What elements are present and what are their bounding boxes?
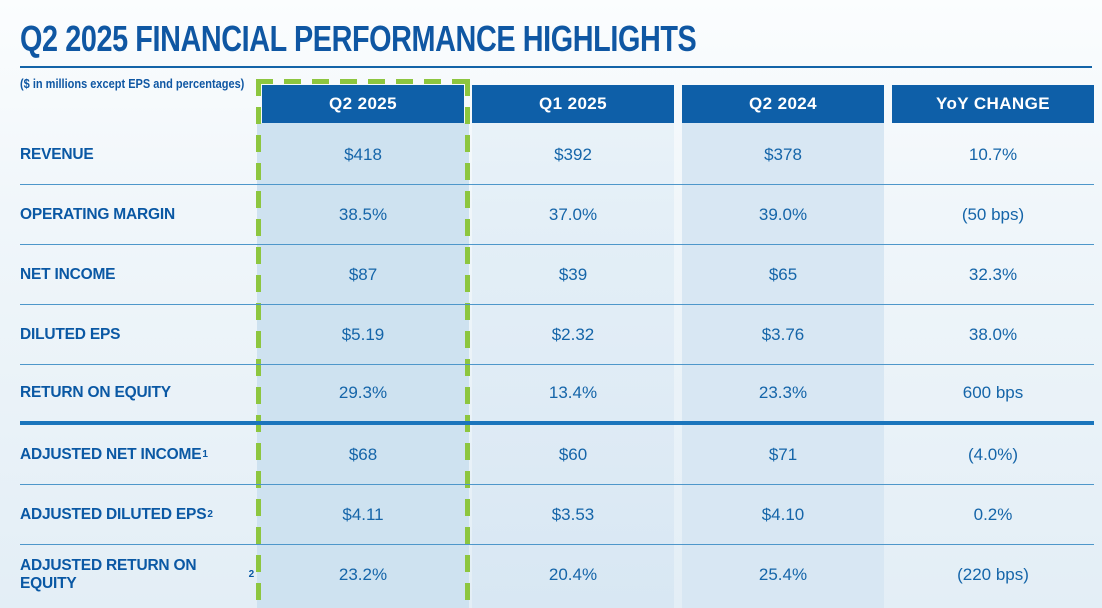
footnote-marker: 1: [202, 448, 208, 460]
cell-yoy-change: 600 bps: [962, 383, 1024, 402]
cell-yoy-change: 0.2%: [973, 504, 1013, 524]
row-label: NET INCOME: [20, 245, 254, 304]
cell-q2-2025: 23.2%: [338, 565, 388, 584]
table-row-adjusted-net-income: ADJUSTED NET INCOME 1 $68 $60 $71 (4.0%): [20, 425, 1094, 485]
q2-2025-column-tint: [257, 123, 469, 608]
cell-q1-2025: 13.4%: [548, 383, 598, 402]
row-label-text: DILUTED EPS: [20, 325, 121, 343]
footnote-marker: 2: [207, 508, 213, 520]
cell-q1-2025: 37.0%: [548, 204, 598, 224]
cell-q2-2025: $87: [348, 264, 378, 284]
cell-q1-2025: $39: [558, 264, 588, 284]
cell-q2-2024: 39.0%: [758, 204, 808, 224]
row-label: RETURN ON EQUITY: [20, 365, 254, 421]
cell-yoy-change: (50 bps): [961, 204, 1025, 224]
q2-2024-column-tint: [682, 123, 884, 608]
row-label-text: RETURN ON EQUITY: [20, 384, 171, 401]
row-label: ADJUSTED RETURN ON EQUITY 2: [20, 545, 254, 605]
q1-2025-column-tint: [472, 123, 674, 608]
cell-q1-2025: $3.53: [551, 504, 595, 524]
row-label: OPERATING MARGIN: [20, 185, 254, 244]
cell-q2-2024: $378: [764, 144, 802, 164]
cell-yoy-change: 38.0%: [968, 324, 1018, 344]
page-title: Q2 2025 FINANCIAL PERFORMANCE HIGHLIGHTS: [20, 18, 697, 59]
table-row-adjusted-return-on-equity: ADJUSTED RETURN ON EQUITY 2 23.2% 20.4% 2…: [20, 545, 1094, 605]
row-label-text: NET INCOME: [20, 265, 116, 283]
title-underline: [20, 66, 1092, 68]
cell-q2-2025: $68: [348, 444, 378, 464]
cell-q2-2025: $4.11: [342, 504, 384, 524]
header-q2-2025: Q2 2025: [262, 85, 464, 123]
cell-q2-2024: $4.10: [761, 504, 805, 524]
header-spacer: [20, 85, 254, 123]
row-label: DILUTED EPS: [20, 305, 254, 364]
highlight-dash-top: [256, 79, 470, 84]
cell-q2-2025: $5.19: [341, 324, 385, 344]
cell-q1-2025: $2.32: [551, 324, 595, 344]
cell-q1-2025: $392: [554, 144, 592, 164]
header-yoy-change: YoY CHANGE: [892, 85, 1094, 123]
row-label-text: OPERATING MARGIN: [20, 205, 175, 223]
cell-yoy-change: 10.7%: [968, 144, 1018, 164]
table-row-revenue: REVENUE $418 $392 $378 10.7%: [20, 125, 1094, 185]
table-row-adjusted-diluted-eps: ADJUSTED DILUTED EPS 2 $4.11 $3.53 $4.10 …: [20, 485, 1094, 545]
units-note: ($ in millions except EPS and percentage…: [20, 77, 245, 91]
row-label: ADJUSTED DILUTED EPS 2: [20, 485, 254, 544]
cell-q2-2024: 23.3%: [758, 383, 808, 402]
cell-q1-2025: $60: [558, 444, 588, 464]
table-row-net-income: NET INCOME $87 $39 $65 32.3%: [20, 245, 1094, 305]
cell-q2-2024: 25.4%: [758, 565, 808, 584]
cell-q2-2024: $65: [768, 264, 798, 284]
table-row-return-on-equity: RETURN ON EQUITY 29.3% 13.4% 23.3% 600 b…: [20, 365, 1094, 425]
table-row-diluted-eps: DILUTED EPS $5.19 $2.32 $3.76 38.0%: [20, 305, 1094, 365]
cell-q2-2025: $418: [344, 144, 382, 164]
cell-yoy-change: (4.0%): [967, 444, 1019, 464]
header-q1-2025: Q1 2025: [472, 85, 674, 123]
table-row-operating-margin: OPERATING MARGIN 38.5% 37.0% 39.0% (50 b…: [20, 185, 1094, 245]
cell-q2-2025: 29.3%: [338, 383, 388, 402]
cell-q1-2025: 20.4%: [548, 565, 598, 584]
cell-yoy-change: (220 bps): [957, 565, 1029, 584]
cell-q2-2024: $3.76: [761, 324, 805, 344]
row-label-text: ADJUSTED NET INCOME: [20, 445, 202, 463]
cell-yoy-change: 32.3%: [968, 264, 1018, 284]
row-label-text: ADJUSTED RETURN ON EQUITY: [20, 557, 197, 592]
row-label-text: ADJUSTED DILUTED EPS: [20, 505, 207, 523]
financial-table: Q2 2025 Q1 2025 Q2 2024 YoY CHANGE REVEN…: [20, 85, 1094, 605]
cell-q2-2025: 38.5%: [338, 204, 388, 224]
table-header-row: Q2 2025 Q1 2025 Q2 2024 YoY CHANGE: [20, 85, 1094, 123]
header-q2-2024: Q2 2024: [682, 85, 884, 123]
row-label-text: REVENUE: [20, 145, 94, 163]
row-label: REVENUE: [20, 125, 254, 184]
cell-q2-2024: $71: [768, 444, 798, 464]
footnote-marker: 2: [248, 569, 255, 580]
row-label: ADJUSTED NET INCOME 1: [20, 425, 254, 484]
